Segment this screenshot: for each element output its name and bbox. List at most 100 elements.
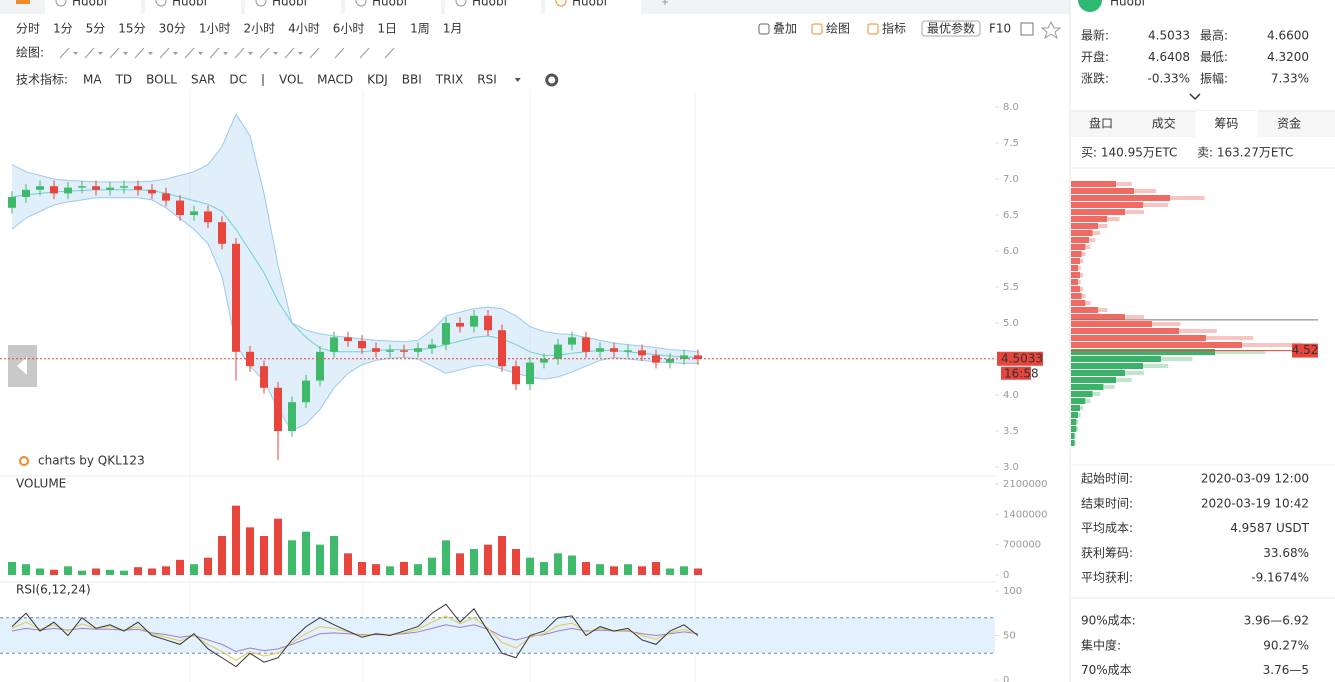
draw-tool-icon[interactable] (59, 47, 70, 59)
draw-tool-icon[interactable] (284, 47, 295, 59)
draw-tool-menu[interactable] (73, 52, 78, 55)
tab-label[interactable]: Huobi (172, 0, 207, 9)
period-button[interactable]: 4小时 (288, 22, 320, 36)
draw-tool-icon[interactable] (184, 47, 195, 59)
period-button[interactable]: 分时 (16, 22, 40, 36)
volume-bar (260, 536, 268, 575)
candle-body (540, 359, 548, 363)
chip-bar (1071, 286, 1080, 292)
period-button[interactable]: 1小时 (199, 22, 231, 36)
period-button[interactable]: 1分 (53, 22, 73, 36)
tab[interactable] (145, 0, 241, 14)
candle-body (106, 187, 114, 190)
tab-label[interactable]: Huobi (372, 0, 407, 9)
tool-button[interactable]: 叠加 (773, 22, 797, 36)
scroll-left-button[interactable] (8, 345, 37, 387)
best-params-box[interactable] (921, 20, 981, 37)
draw-tool-menu[interactable] (223, 52, 228, 55)
fullscreen-button[interactable] (1020, 22, 1034, 36)
indicator-button[interactable]: MA (83, 73, 102, 87)
period-button[interactable]: 15分 (118, 22, 145, 36)
period-button[interactable]: 1周 (410, 22, 430, 36)
price-tick-label: 6.5 (1003, 210, 1019, 221)
draw-tool-icon[interactable] (209, 47, 220, 59)
draw-tool-icon[interactable] (84, 47, 95, 59)
chip-bar (1071, 349, 1215, 355)
period-button[interactable]: 1月 (443, 22, 463, 36)
indicator-button[interactable]: KDJ (367, 73, 388, 87)
draw-tool-icon[interactable] (384, 47, 395, 59)
indicator-button[interactable]: SAR (191, 73, 215, 87)
draw-tool-menu[interactable] (198, 52, 203, 55)
expand-chevron[interactable] (1189, 93, 1201, 101)
indicator-button[interactable]: TD (115, 73, 133, 87)
draw-tool-menu[interactable] (173, 52, 178, 55)
tab-label[interactable]: Huobi (572, 0, 607, 9)
tab[interactable] (445, 0, 541, 14)
chip-bar (1071, 342, 1242, 348)
indicator-settings[interactable] (545, 73, 559, 87)
period-button[interactable]: 5分 (86, 22, 106, 36)
panel-tab[interactable]: 成交 (1152, 116, 1176, 131)
draw-tool-menu[interactable] (273, 52, 278, 55)
indicator-button[interactable]: VOL (279, 73, 303, 87)
info-label: 集中度: (1081, 637, 1121, 652)
chip-bar-tail (1092, 231, 1101, 235)
indicator-button[interactable]: DC (229, 73, 247, 87)
info-value: 3.76—5 (1263, 663, 1309, 677)
draw-tool-icon[interactable] (159, 47, 170, 59)
tab-icon (355, 0, 367, 7)
volume-bar (414, 564, 422, 575)
info-value: 2020-03-19 10:42 (1201, 496, 1309, 510)
chip-bar (1071, 363, 1143, 369)
chip-bar-tail (1143, 203, 1169, 207)
tool-button[interactable]: 指标 (882, 21, 906, 36)
panel-tab[interactable]: 盘口 (1089, 116, 1113, 131)
best-params-button[interactable]: 最优参数 (927, 21, 975, 36)
tool-button[interactable]: 绘图 (826, 21, 850, 36)
tab[interactable] (545, 0, 641, 14)
tab[interactable] (345, 0, 441, 14)
indicator-button[interactable]: BOLL (146, 73, 177, 87)
tab[interactable] (245, 0, 341, 14)
add-tab[interactable] (662, 0, 668, 5)
candle-body (596, 348, 604, 352)
indicator-button[interactable]: MACD (317, 73, 353, 87)
draw-tool-icon[interactable] (234, 47, 245, 59)
draw-tool-icon[interactable] (259, 47, 270, 59)
draw-tool-icon[interactable] (334, 47, 345, 59)
draw-tool-icon[interactable] (109, 47, 120, 59)
draw-tool-icon[interactable] (359, 47, 370, 59)
favorite-button[interactable] (1040, 20, 1062, 40)
period-button[interactable]: 1日 (377, 22, 397, 36)
draw-tool-menu[interactable] (98, 52, 103, 55)
rsi-line (11, 603, 699, 668)
tab-label[interactable]: Huobi (272, 0, 307, 9)
draw-tool-menu[interactable] (248, 52, 253, 55)
period-button[interactable]: 6小时 (333, 22, 365, 36)
candle-body (218, 222, 226, 244)
draw-tool-icon[interactable] (309, 47, 320, 59)
period-button[interactable]: 2小时 (244, 22, 276, 36)
indicator-button[interactable]: RSI (477, 73, 497, 87)
panel-tab[interactable]: 资金 (1277, 116, 1301, 131)
indicator-button[interactable]: TRIX (435, 73, 463, 87)
chip-bar-tail (1206, 336, 1254, 340)
chip-bar-tail (1152, 322, 1181, 326)
panel-tab[interactable]: 筹码 (1214, 117, 1238, 131)
tab-label[interactable]: Huobi (72, 0, 107, 9)
price-tick-label: 8.0 (1003, 102, 1019, 113)
f10-button[interactable]: F10 (989, 22, 1011, 36)
tab-label[interactable]: Huobi (472, 0, 507, 9)
chip-bar (1071, 195, 1170, 201)
indicator-menu[interactable] (514, 78, 521, 82)
draw-tool-menu[interactable] (298, 52, 303, 55)
draw-tool-menu[interactable] (148, 52, 153, 55)
tab[interactable] (45, 0, 141, 14)
chip-bar-tail (1125, 371, 1144, 375)
indicator-button[interactable]: BBI (402, 73, 422, 87)
chip-bar-tail (1161, 357, 1193, 361)
period-button[interactable]: 30分 (159, 22, 186, 36)
draw-tool-icon[interactable] (134, 47, 145, 59)
draw-tool-menu[interactable] (123, 52, 128, 55)
